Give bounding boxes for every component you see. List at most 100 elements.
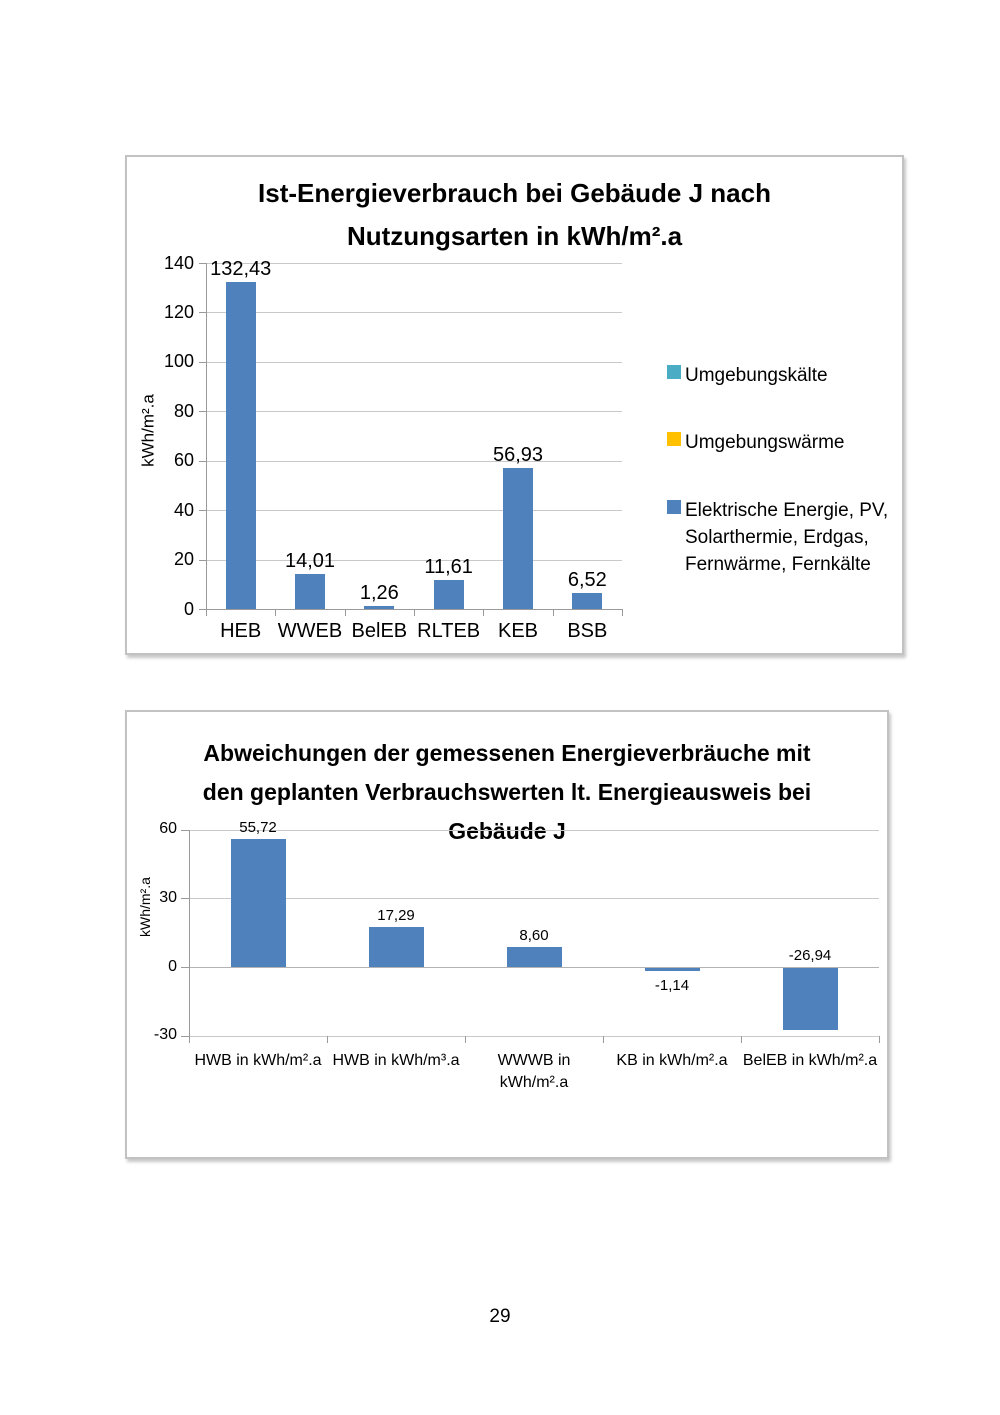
energy-consumption-chart: Ist-Energieverbrauch bei Gebäude J nach N… — [125, 155, 904, 655]
bar — [782, 968, 838, 1030]
x-tick-mark — [344, 609, 346, 616]
chart-title: Abweichungen der gemessenen Energieverbr… — [203, 740, 811, 766]
bar — [230, 839, 286, 967]
y-tick-label: 20 — [173, 549, 194, 570]
bar — [644, 968, 700, 971]
x-category-label: RLTEB — [417, 620, 481, 642]
x-tick-mark — [741, 1035, 742, 1043]
value-label: 14,01 — [284, 550, 336, 573]
legend-swatch — [667, 500, 681, 514]
y-tick-mark — [181, 1035, 189, 1037]
bar — [364, 605, 395, 609]
gridline — [206, 411, 622, 413]
page-number: 29 — [489, 1306, 511, 1327]
x-category-label: BSB — [567, 620, 608, 642]
y-tick-mark — [181, 967, 189, 968]
x-tick-mark — [879, 1035, 880, 1043]
x-tick-mark — [622, 609, 623, 616]
gridline — [206, 361, 622, 363]
legend-label: Elektrische Energie, PV, — [685, 500, 889, 521]
value-label: 56,93 — [492, 444, 544, 467]
x-category-label: KB in kWh/m².a — [616, 1052, 728, 1069]
x-category-label: BelEB in kWh/m².a — [742, 1052, 878, 1069]
x-tick-mark — [206, 609, 207, 616]
value-label: 8,60 — [519, 927, 549, 945]
legend-label: Umgebungskälte — [685, 365, 828, 386]
value-label: 1,26 — [359, 581, 399, 604]
y-tick-label: 60 — [159, 820, 177, 838]
y-axis-title: kWh/m².a — [138, 393, 158, 467]
y-tick-label: 30 — [159, 889, 177, 907]
legend-label: Umgebungswärme — [685, 432, 845, 453]
bar — [368, 927, 424, 967]
y-tick-mark — [199, 559, 206, 561]
y-tick-label: 140 — [163, 252, 194, 273]
y-tick-label: 100 — [163, 351, 194, 372]
x-tick-mark — [603, 1035, 604, 1043]
x-category-label: KEB — [497, 620, 539, 642]
x-tick-mark — [414, 609, 415, 616]
x-tick-mark — [189, 1035, 190, 1043]
chart-title: Nutzungsarten in kWh/m².a — [346, 221, 683, 251]
gridline — [206, 559, 622, 561]
x-category-label: HWB in kWh/m³.a — [332, 1052, 460, 1069]
value-label: 55,72 — [239, 819, 277, 837]
legend-swatch — [667, 365, 681, 379]
y-tick-label: 80 — [173, 400, 194, 421]
y-tick-mark — [199, 361, 206, 363]
x-category-label: BelEB — [351, 620, 408, 642]
y-axis-title: kWh/m².a — [137, 877, 153, 937]
chart-title: den geplanten Verbrauchswerten lt. Energ… — [202, 779, 812, 805]
deviation-chart: Abweichungen der gemessenen Energieverbr… — [125, 710, 889, 1159]
bar — [503, 468, 533, 609]
gridline — [206, 263, 622, 264]
x-category-label: HWB in kWh/m².a — [194, 1052, 322, 1069]
y-tick-mark — [199, 609, 206, 610]
x-tick-mark — [275, 609, 277, 616]
y-tick-mark — [181, 898, 189, 900]
x-tick-mark — [327, 1035, 328, 1043]
y-tick-mark — [199, 411, 206, 413]
bar — [572, 592, 603, 609]
value-label: 132,43 — [210, 257, 272, 280]
gridline — [206, 460, 622, 462]
chart-title: Ist-Energieverbrauch bei Gebäude J nach — [258, 178, 771, 208]
bar — [506, 947, 562, 967]
gridline — [206, 312, 622, 314]
value-label: 6,52 — [567, 568, 607, 591]
gridline — [189, 967, 879, 968]
value-label: 11,61 — [424, 556, 473, 579]
chart-title: Gebäude J — [448, 818, 566, 844]
y-tick-mark — [199, 312, 206, 314]
legend-label: Solarthermie, Erdgas, — [685, 527, 869, 548]
y-tick-label: 60 — [173, 450, 194, 471]
x-tick-mark — [483, 609, 485, 616]
value-label: -26,94 — [788, 947, 832, 964]
x-category-label: WWWB in — [497, 1052, 571, 1069]
y-axis-line — [206, 263, 207, 609]
gridline — [206, 510, 622, 512]
gridline — [189, 829, 879, 831]
x-category-label: kWh/m².a — [499, 1074, 569, 1091]
y-tick-mark — [181, 829, 189, 831]
value-label: -1,14 — [654, 976, 690, 994]
x-tick-mark — [552, 609, 554, 616]
y-tick-label: 0 — [168, 957, 177, 975]
x-category-label: HEB — [220, 620, 262, 642]
gridline — [189, 1035, 879, 1037]
x-category-label: WWEB — [277, 620, 343, 642]
value-label: 17,29 — [377, 907, 415, 925]
bar — [433, 580, 464, 609]
bar — [225, 281, 256, 609]
y-tick-mark — [199, 263, 206, 264]
y-tick-label: 40 — [173, 499, 194, 520]
y-tick-mark — [199, 460, 206, 462]
y-tick-label: -30 — [153, 1026, 177, 1044]
y-axis-line — [189, 829, 190, 1036]
y-tick-mark — [199, 510, 206, 512]
x-tick-mark — [465, 1035, 466, 1043]
y-tick-label: 0 — [183, 598, 194, 619]
gridline — [189, 898, 879, 900]
legend-swatch — [667, 432, 681, 446]
